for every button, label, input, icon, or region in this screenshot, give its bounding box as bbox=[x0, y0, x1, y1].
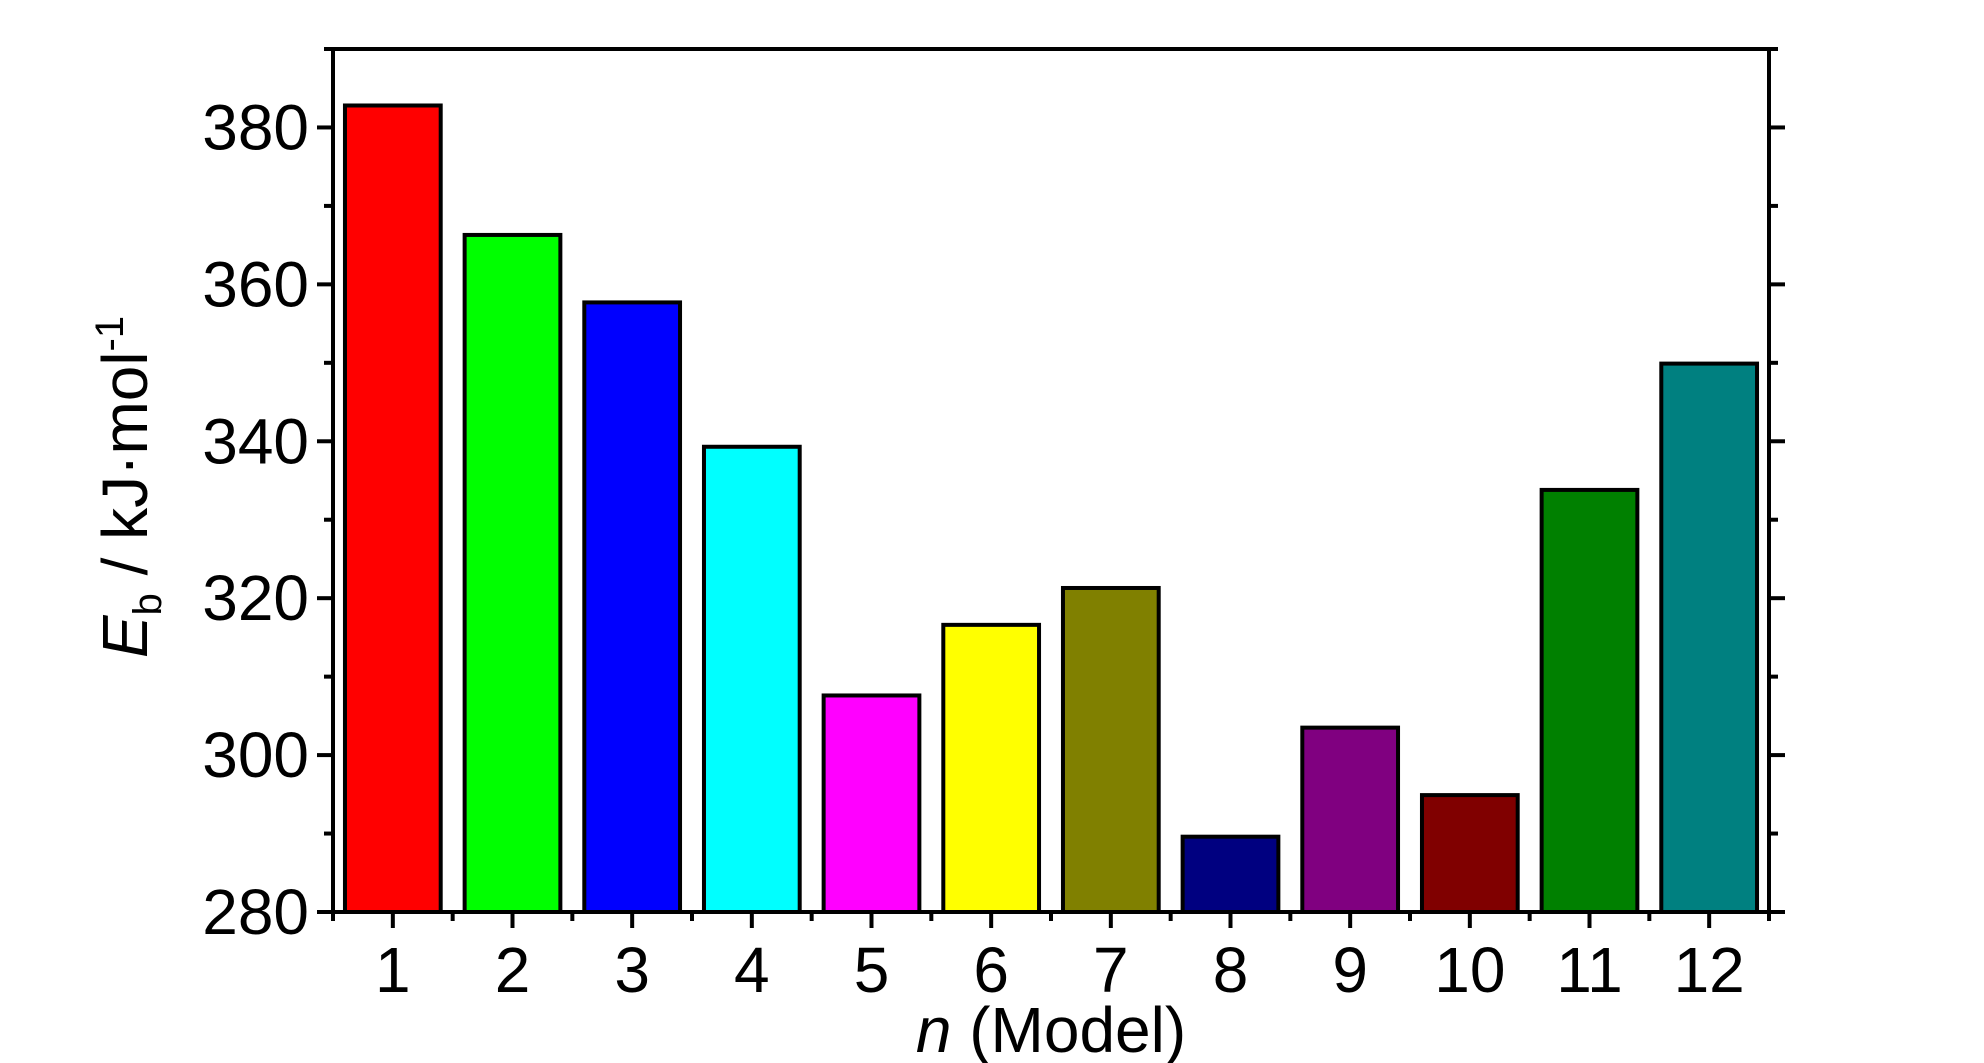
y-tick-label: 280 bbox=[202, 876, 309, 948]
x-tick-label: 5 bbox=[854, 934, 890, 1006]
y-axis-title: Eb / kJ·mol-1 bbox=[88, 316, 170, 658]
x-tick-label: 1 bbox=[375, 934, 411, 1006]
y-axis-symbol: E bbox=[89, 614, 161, 658]
x-tick-label: 8 bbox=[1213, 934, 1249, 1006]
y-axis-subscript: b bbox=[126, 593, 170, 615]
y-tick-label: 360 bbox=[202, 248, 309, 320]
y-axis-unit: / kJ·mol bbox=[89, 351, 161, 593]
y-axis-ticks: 280 300 320 340 360 380 bbox=[202, 47, 1785, 948]
bar-10 bbox=[1419, 793, 1520, 914]
x-tick-label: 10 bbox=[1434, 934, 1505, 1006]
bar-2 bbox=[462, 232, 563, 915]
bar-4 bbox=[701, 444, 802, 914]
bar-6 bbox=[941, 622, 1042, 915]
x-tick-label: 6 bbox=[973, 934, 1009, 1006]
x-tick-label: 3 bbox=[614, 934, 650, 1006]
x-axis-unit-text: (Model) bbox=[951, 994, 1186, 1063]
bar-11 bbox=[1539, 487, 1640, 914]
bar-1 bbox=[342, 103, 443, 915]
x-tick-label: 4 bbox=[734, 934, 770, 1006]
x-tick-label: 2 bbox=[495, 934, 531, 1006]
bars-group bbox=[342, 103, 1760, 915]
bar-3 bbox=[582, 300, 683, 914]
x-tick-label: 7 bbox=[1093, 934, 1129, 1006]
x-tick-label: 9 bbox=[1332, 934, 1368, 1006]
bar-9 bbox=[1300, 725, 1401, 915]
y-tick-label: 320 bbox=[202, 562, 309, 634]
bar-8 bbox=[1180, 834, 1281, 915]
y-tick-label: 340 bbox=[202, 405, 309, 477]
x-tick-label: 11 bbox=[1556, 934, 1622, 1006]
bar-12 bbox=[1659, 361, 1760, 914]
bar-7 bbox=[1060, 585, 1161, 914]
y-tick-label: 300 bbox=[202, 719, 309, 791]
y-tick-label: 380 bbox=[202, 91, 309, 163]
x-tick-label: 12 bbox=[1674, 934, 1745, 1006]
x-axis-ticks: 1 2 3 4 5 6 7 8 9 10 11 12 bbox=[331, 912, 1771, 1006]
x-axis-title: n (Model) bbox=[916, 994, 1186, 1063]
y-axis-superscript: -1 bbox=[88, 316, 132, 352]
x-axis-variable: n bbox=[916, 994, 952, 1063]
bar-5 bbox=[821, 693, 922, 914]
